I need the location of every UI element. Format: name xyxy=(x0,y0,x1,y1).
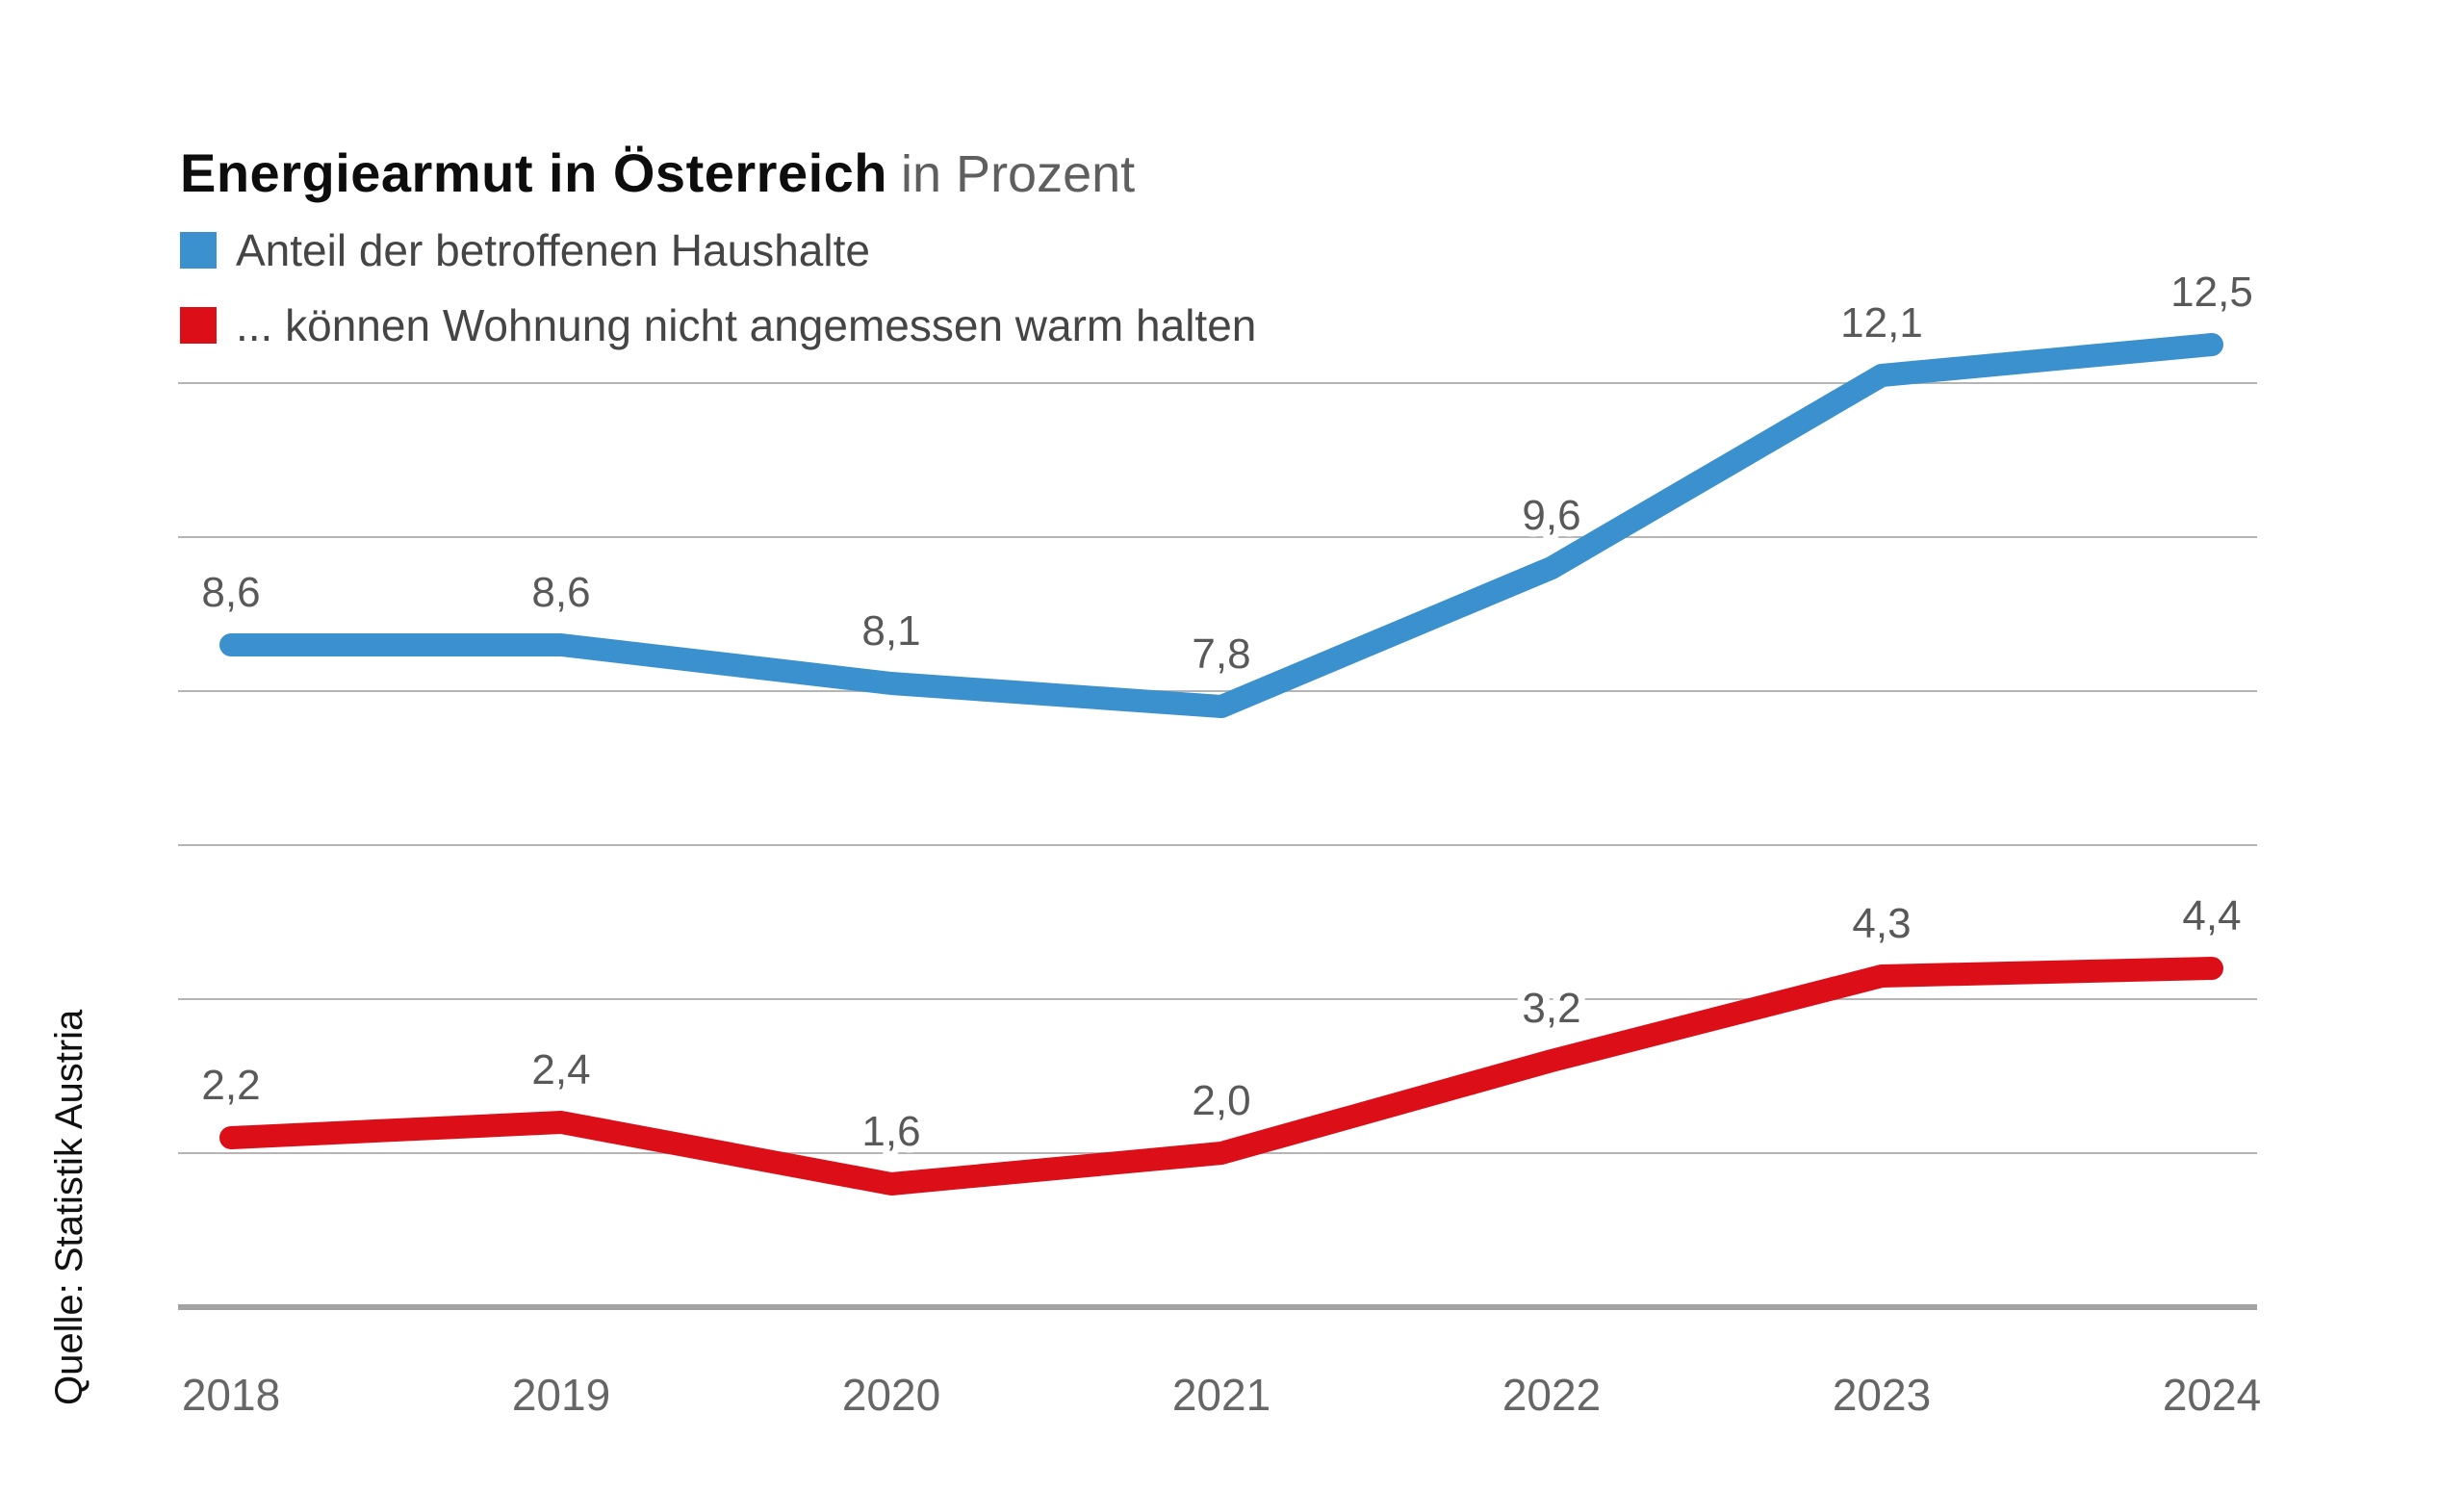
data-label: 4,4 xyxy=(2182,892,2241,939)
data-label: 2,4 xyxy=(531,1046,590,1093)
legend-label: ... können Wohnung nicht angemessen warm… xyxy=(236,300,1257,350)
source-label: Quelle: Statistik Austria xyxy=(48,1009,90,1405)
data-label: 8,6 xyxy=(201,569,260,616)
data-label: 12,1 xyxy=(1840,299,1923,347)
legend-label: Anteil der betroffenen Haushalte xyxy=(236,225,870,275)
page-subtitle: in Prozent xyxy=(901,145,1136,203)
chart-legend: Anteil der betroffenen Haushalte ... kön… xyxy=(180,225,1256,350)
data-label: 4,3 xyxy=(1852,900,1911,947)
data-label: 3,2 xyxy=(1522,985,1580,1032)
x-axis-tick-label: 2024 xyxy=(2163,1370,2261,1420)
page-title: Energiearmut in Österreich xyxy=(180,142,888,203)
data-label: 9,6 xyxy=(1522,492,1580,539)
data-label: 8,6 xyxy=(531,569,590,616)
data-label: 2,2 xyxy=(201,1062,260,1109)
x-axis-tick-label: 2021 xyxy=(1172,1370,1270,1420)
x-axis-tick-label: 2022 xyxy=(1502,1370,1601,1420)
x-axis-tick-label: 2023 xyxy=(1833,1370,1931,1420)
data-label: 1,6 xyxy=(861,1108,920,1155)
data-label: 2,0 xyxy=(1192,1077,1250,1124)
blue-legend-swatch-icon xyxy=(180,232,217,269)
chart-header: Energiearmut in Österreich in Prozent xyxy=(180,142,1135,204)
x-axis-tick-label: 2020 xyxy=(842,1370,940,1420)
x-axis-tick-label: 2018 xyxy=(182,1370,280,1420)
data-label: 8,1 xyxy=(861,607,920,655)
legend-item-households: Anteil der betroffenen Haushalte xyxy=(180,225,1256,275)
x-axis-tick-label: 2019 xyxy=(512,1370,610,1420)
red-legend-swatch-icon xyxy=(180,307,217,344)
red-series-line xyxy=(219,957,2223,1195)
data-label: 12,5 xyxy=(2170,269,2253,316)
data-label: 7,8 xyxy=(1192,630,1250,678)
blue-series-line xyxy=(219,333,2223,718)
legend-item-warm: ... können Wohnung nicht angemessen warm… xyxy=(180,300,1256,350)
